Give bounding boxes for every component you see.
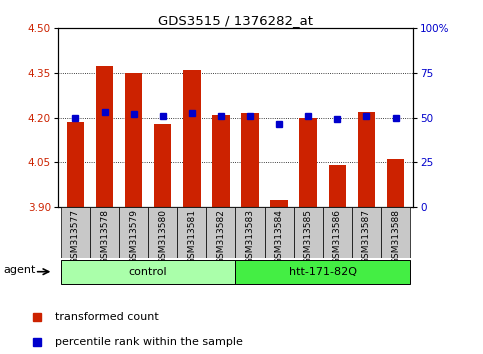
Text: GSM313586: GSM313586 [333, 209, 342, 264]
Bar [299, 118, 317, 207]
Text: control: control [129, 267, 168, 277]
Bar [125, 73, 142, 207]
Bar [352, 207, 381, 258]
Text: agent: agent [3, 266, 35, 275]
Bar [270, 200, 288, 207]
Bar [387, 159, 404, 207]
Bar [119, 207, 148, 258]
Bar [242, 113, 259, 207]
Text: GSM313578: GSM313578 [100, 209, 109, 264]
Bar [294, 207, 323, 258]
Bar [358, 112, 375, 207]
Bar [206, 207, 236, 258]
Bar [236, 260, 410, 284]
Bar [381, 207, 410, 258]
Text: GSM313582: GSM313582 [216, 209, 226, 263]
Bar [212, 115, 229, 207]
Bar [236, 207, 265, 258]
Bar [328, 165, 346, 207]
Text: htt-171-82Q: htt-171-82Q [289, 267, 357, 277]
Bar [67, 122, 84, 207]
Text: GSM313588: GSM313588 [391, 209, 400, 264]
Bar [148, 207, 177, 258]
Text: GSM313587: GSM313587 [362, 209, 371, 264]
Text: GSM313584: GSM313584 [275, 209, 284, 263]
Bar [323, 207, 352, 258]
Bar [154, 124, 171, 207]
Text: GSM313577: GSM313577 [71, 209, 80, 264]
Bar [183, 70, 200, 207]
Text: GSM313579: GSM313579 [129, 209, 138, 264]
Text: GSM313585: GSM313585 [304, 209, 313, 264]
Text: GSM313583: GSM313583 [245, 209, 255, 264]
Text: transformed count: transformed count [55, 312, 158, 322]
Bar [96, 65, 113, 207]
Text: GSM313581: GSM313581 [187, 209, 196, 264]
Bar [61, 207, 90, 258]
Bar [90, 207, 119, 258]
Title: GDS3515 / 1376282_at: GDS3515 / 1376282_at [158, 14, 313, 27]
Bar [265, 207, 294, 258]
Text: GSM313580: GSM313580 [158, 209, 167, 264]
Bar [61, 260, 236, 284]
Text: percentile rank within the sample: percentile rank within the sample [55, 337, 242, 347]
Bar [177, 207, 206, 258]
